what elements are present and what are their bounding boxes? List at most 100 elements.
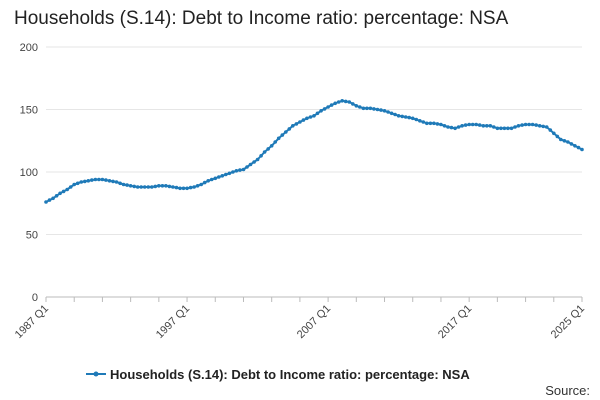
data-point (432, 121, 436, 126)
data-point (428, 121, 433, 126)
data-point (569, 142, 574, 146)
data-point (153, 184, 158, 189)
data-point (375, 107, 380, 112)
data-point (280, 133, 285, 137)
data-point (269, 144, 274, 148)
data-point (463, 123, 468, 127)
data-point (79, 180, 84, 184)
data-point (107, 179, 112, 183)
data-point (541, 124, 545, 129)
data-point (474, 122, 479, 127)
data-point (566, 140, 570, 144)
data-point (93, 177, 98, 182)
data-point (308, 115, 313, 119)
data-point (555, 134, 560, 139)
data-point (396, 114, 401, 118)
data-point (160, 184, 165, 188)
data-point (217, 175, 221, 179)
data-point (291, 124, 295, 128)
data-point (252, 160, 256, 164)
data-point (407, 115, 412, 120)
y-tick-label: 200 (20, 42, 38, 54)
legend-label: Households (S.14): Debt to Income ratio:… (110, 367, 470, 382)
data-point (425, 121, 429, 126)
data-point (135, 185, 140, 189)
data-point (400, 114, 405, 119)
data-point (227, 171, 232, 176)
data-point (449, 125, 454, 130)
data-point (111, 179, 115, 184)
data-point (495, 126, 500, 131)
data-point (287, 127, 292, 131)
data-point (470, 122, 475, 127)
data-point (171, 185, 175, 189)
data-point (481, 124, 486, 128)
data-point (146, 185, 151, 189)
data-point (298, 120, 302, 124)
data-point (301, 118, 306, 122)
data-point (213, 176, 218, 181)
data-point (192, 185, 196, 189)
data-point (199, 182, 203, 187)
data-point (389, 111, 394, 116)
data-point (329, 103, 334, 107)
data-point (315, 111, 320, 116)
data-point (530, 122, 535, 127)
data-point (241, 167, 246, 172)
data-point (502, 126, 507, 131)
gridlines (46, 46, 582, 298)
data-point (361, 106, 366, 111)
data-point (202, 180, 207, 185)
data-point (139, 185, 143, 189)
data-point (181, 186, 186, 191)
data-point (132, 184, 136, 189)
data-point (68, 185, 73, 189)
data-point (47, 198, 52, 202)
data-point (164, 184, 168, 188)
data-point (421, 120, 426, 124)
data-point (442, 124, 447, 128)
data-point (544, 125, 549, 129)
data-point (150, 185, 154, 189)
data-point (347, 100, 352, 104)
data-point (435, 122, 440, 126)
data-point (75, 181, 80, 186)
data-point (224, 172, 228, 177)
data-point (178, 186, 182, 191)
data-point (576, 145, 581, 150)
data-point (185, 186, 189, 191)
data-point (506, 126, 510, 131)
data-point (61, 189, 66, 194)
data-point (294, 122, 299, 126)
data-point (460, 124, 464, 128)
data-point (90, 178, 94, 182)
data-point (266, 147, 271, 151)
data-point (456, 125, 461, 129)
y-axis-ticks: 0 50 100 150 200 (20, 42, 38, 304)
data-point (410, 116, 415, 121)
series-line-group (44, 99, 584, 204)
data-point (238, 168, 242, 172)
data-point (322, 107, 327, 111)
data-point (343, 99, 348, 104)
legend-marker-swatch (93, 371, 99, 377)
data-point (488, 124, 493, 128)
data-point (54, 194, 59, 198)
data-point (446, 125, 450, 129)
data-point (142, 185, 147, 189)
data-point (248, 162, 253, 167)
y-tick-label: 50 (26, 230, 38, 242)
legend[interactable]: Households (S.14): Debt to Income ratio:… (86, 367, 470, 382)
data-point (100, 177, 105, 182)
data-point (273, 140, 278, 144)
data-point (477, 123, 482, 127)
data-point (195, 184, 200, 188)
data-point (157, 184, 161, 188)
y-tick-label: 0 (32, 292, 38, 304)
source-label[interactable]: Source: (545, 383, 590, 398)
data-point (333, 101, 338, 106)
data-point (121, 182, 126, 187)
y-tick-label: 150 (20, 105, 38, 117)
data-point (326, 105, 330, 109)
